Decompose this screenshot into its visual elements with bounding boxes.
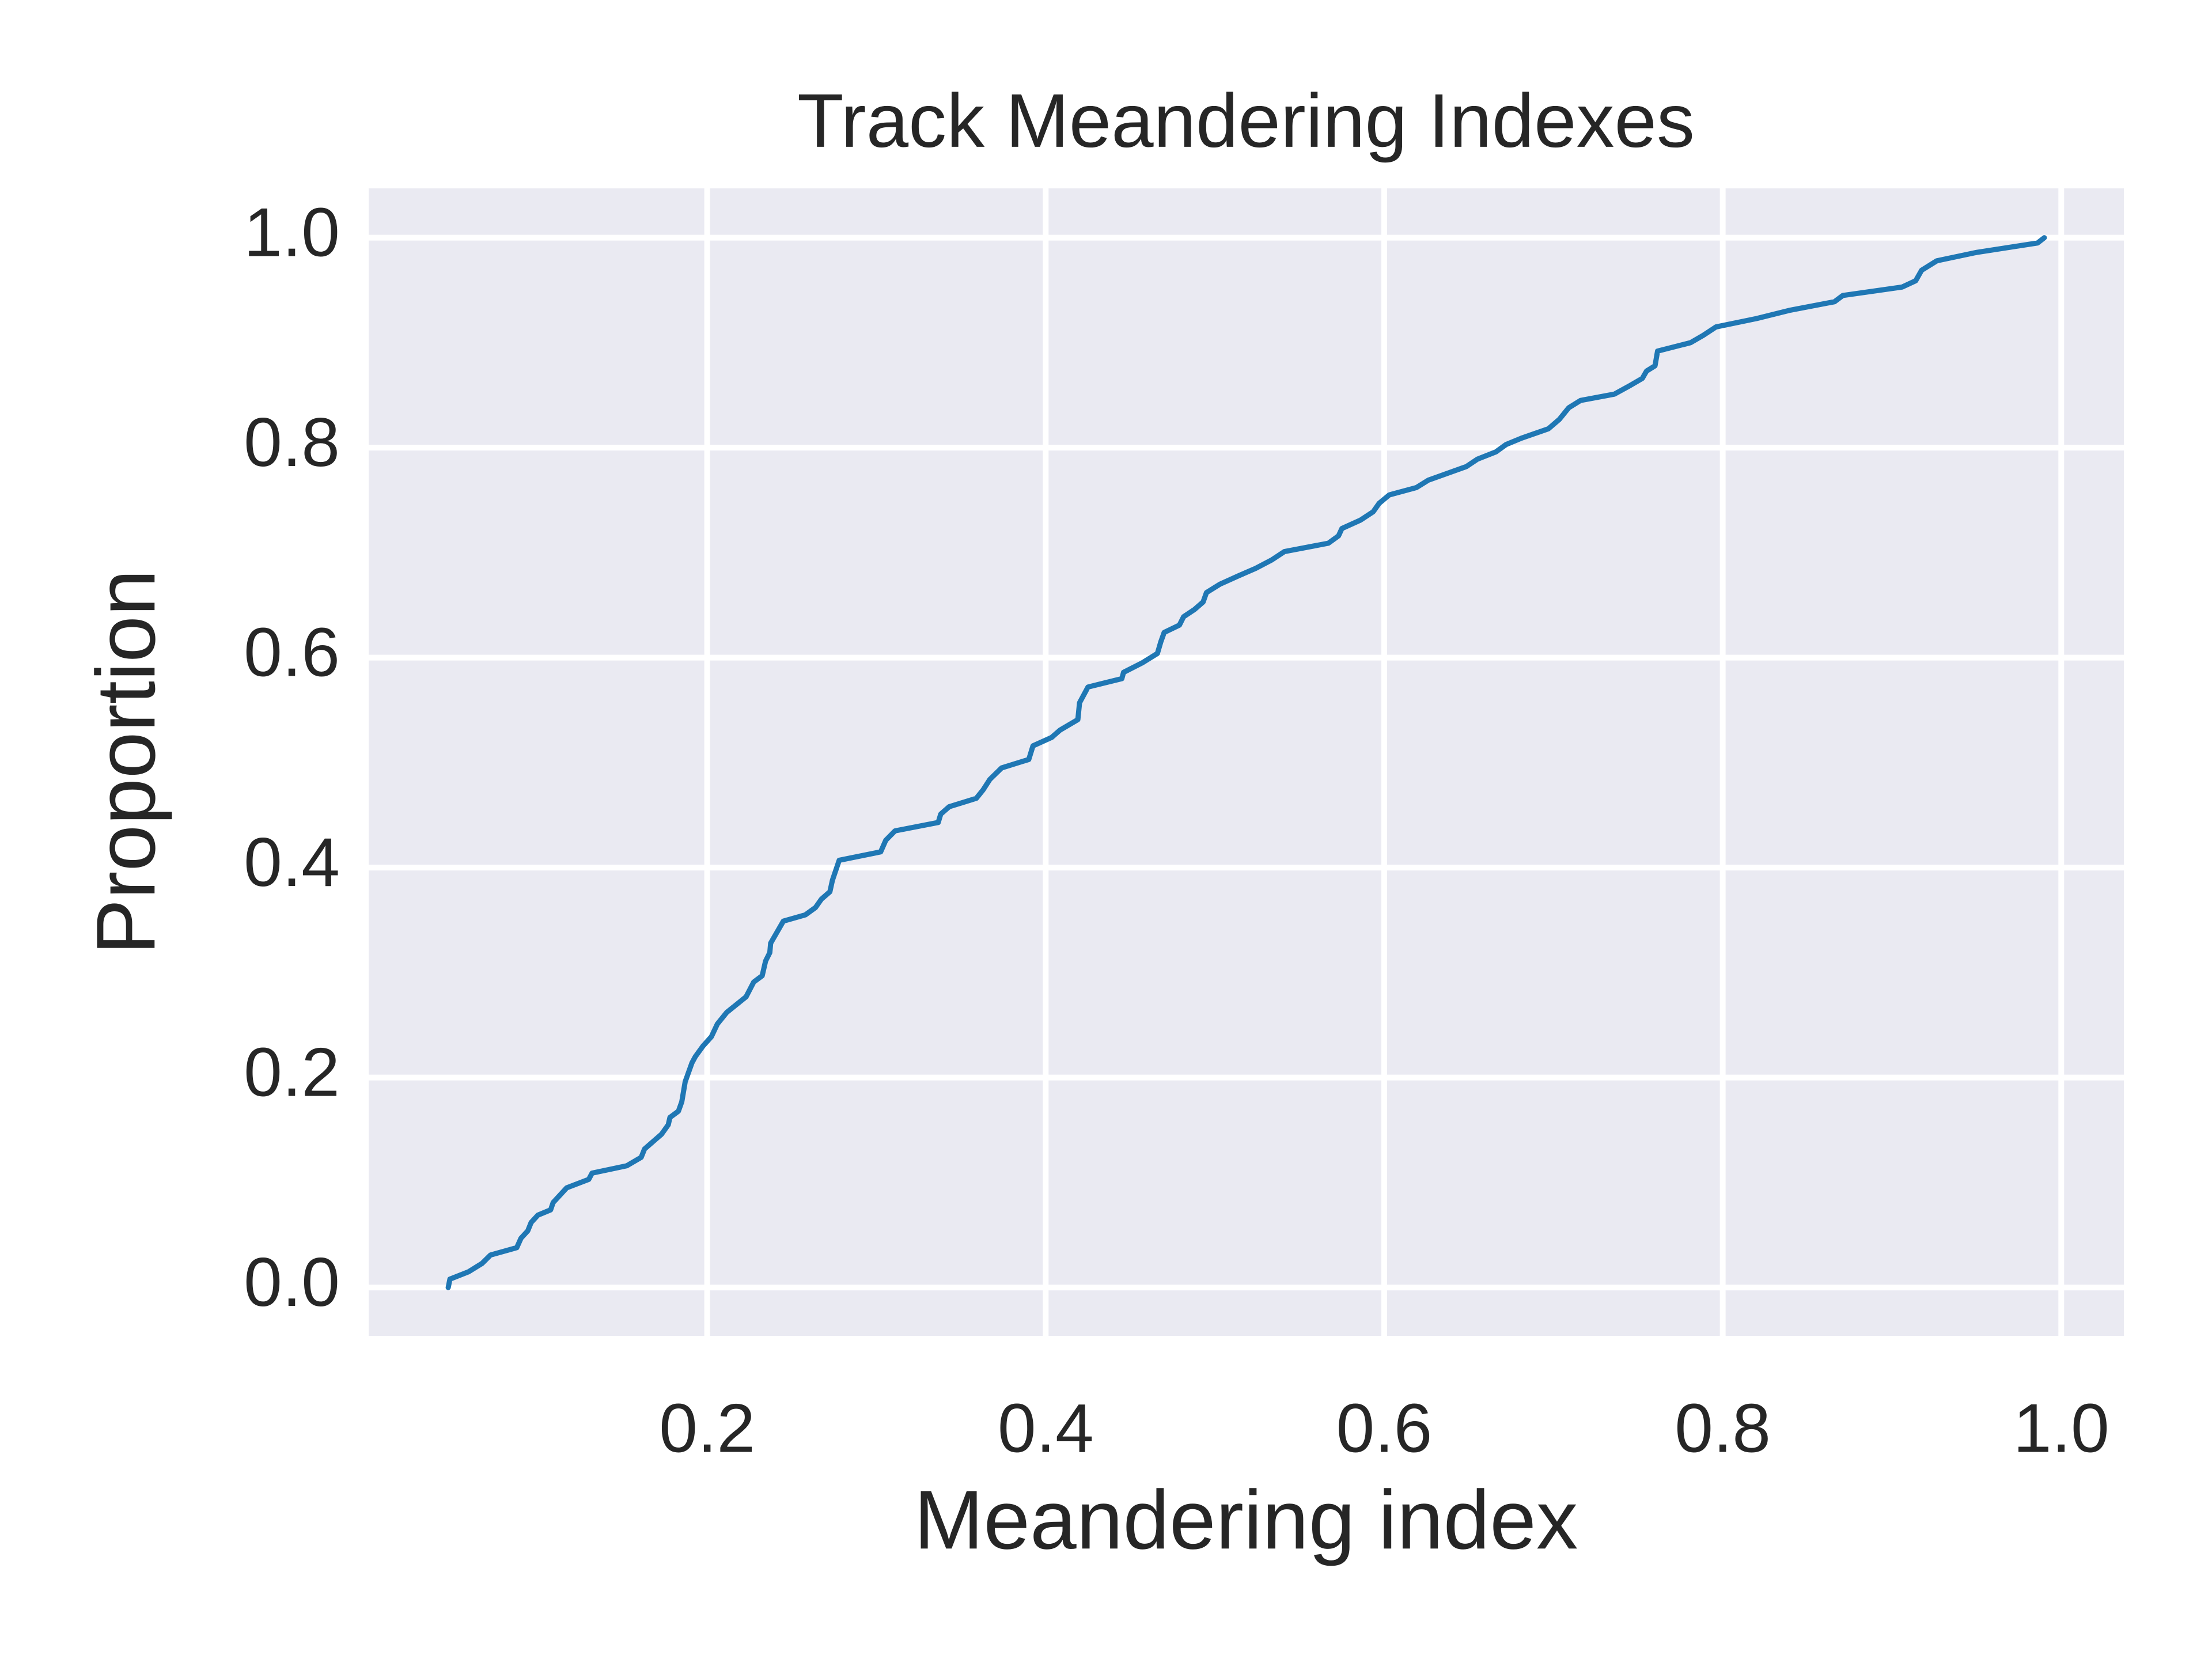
chart-title: Track Meandering Indexes bbox=[797, 78, 1695, 163]
x-axis-label: Meandering index bbox=[914, 1473, 1578, 1566]
data-line bbox=[445, 235, 2047, 1290]
x-tick-label: 1.0 bbox=[2013, 1390, 2109, 1467]
x-tick-label: 0.4 bbox=[998, 1390, 1094, 1467]
y-tick-label: 0.0 bbox=[244, 1244, 340, 1321]
y-tick-label: 0.2 bbox=[244, 1033, 340, 1111]
y-axis-label: Proportion bbox=[79, 570, 172, 955]
y-tick-label: 0.6 bbox=[244, 613, 340, 691]
x-tick-label: 0.6 bbox=[1336, 1390, 1433, 1467]
y-tick-label: 0.8 bbox=[244, 404, 340, 481]
y-tick-label: 0.4 bbox=[244, 824, 340, 901]
x-tick-label: 0.2 bbox=[659, 1390, 755, 1467]
y-tick-label: 1.0 bbox=[244, 194, 340, 271]
x-tick-label: 0.8 bbox=[1675, 1390, 1771, 1467]
plot-area bbox=[369, 188, 2124, 1336]
